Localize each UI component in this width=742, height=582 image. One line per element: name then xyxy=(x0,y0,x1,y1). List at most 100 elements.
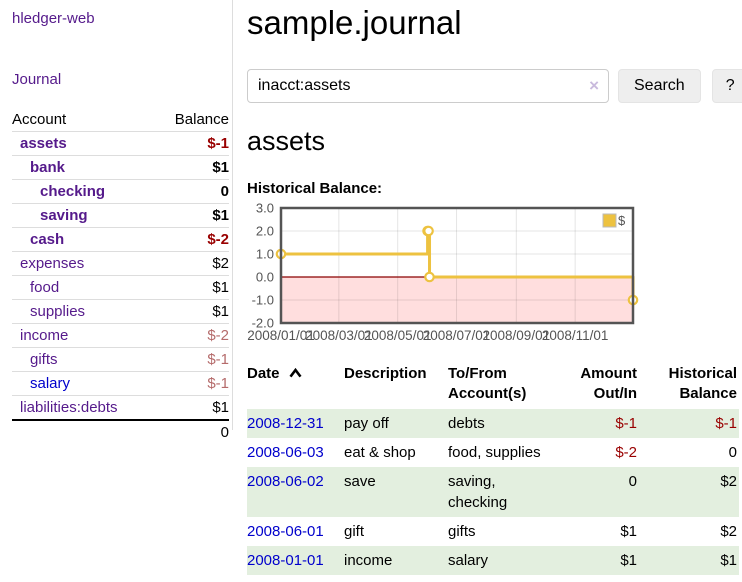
accounts-header-account: Account xyxy=(12,111,67,128)
account-link[interactable]: salary xyxy=(30,375,71,392)
register-header-accounts: To/From Account(s) xyxy=(448,365,527,403)
account-link[interactable]: saving xyxy=(40,207,88,224)
transaction-date-link[interactable]: 2008-01-01 xyxy=(247,551,324,569)
register-header-date-label: Date xyxy=(247,365,280,382)
register-row: 2008-06-01 gift gifts $1 $2 xyxy=(247,517,739,546)
svg-text:$: $ xyxy=(618,213,626,228)
account-row: bank $1 xyxy=(12,155,229,180)
account-balance: $-1 xyxy=(207,135,229,152)
transaction-accounts: food, supplies xyxy=(448,443,541,461)
account-row: checking 0 xyxy=(12,179,229,204)
account-balance: $1 xyxy=(212,159,229,176)
account-link[interactable]: supplies xyxy=(30,303,86,320)
sort-ascending-icon xyxy=(289,367,302,378)
transaction-balance: 0 xyxy=(728,443,737,461)
transaction-balance: $2 xyxy=(720,472,737,490)
account-row: food $1 xyxy=(12,275,229,300)
account-link[interactable]: liabilities:debts xyxy=(20,399,118,416)
accounts-total-row: 0 xyxy=(12,419,229,444)
account-balance: $2 xyxy=(212,255,229,272)
app-title-link[interactable]: hledger-web xyxy=(12,10,95,27)
svg-text:2008/01/01: 2008/01/01 xyxy=(247,328,315,343)
transaction-description: save xyxy=(344,472,376,490)
accounts-header-row: Account Balance xyxy=(12,108,229,132)
account-row: saving $1 xyxy=(12,203,229,228)
account-row: gifts $-1 xyxy=(12,347,229,372)
accounts-header-balance: Balance xyxy=(174,111,229,128)
account-balance: $-2 xyxy=(207,231,229,248)
transaction-amount: $-1 xyxy=(615,414,637,432)
page-title: sample.journal xyxy=(247,4,462,41)
account-link[interactable]: assets xyxy=(20,135,67,152)
search-input[interactable] xyxy=(247,69,609,103)
account-link[interactable]: gifts xyxy=(30,351,58,368)
register-table: Date Description To/From Account(s) Amou… xyxy=(247,362,739,575)
account-balance: $-1 xyxy=(207,375,229,392)
account-row: cash $-2 xyxy=(12,227,229,252)
transaction-date-link[interactable]: 2008-06-02 xyxy=(247,472,324,490)
clear-search-icon[interactable]: × xyxy=(589,75,599,95)
transaction-amount: $1 xyxy=(620,522,637,540)
svg-text:-1.0: -1.0 xyxy=(252,293,274,308)
sidebar-item-journal[interactable]: Journal xyxy=(12,71,62,88)
search-button[interactable]: Search xyxy=(618,69,701,103)
account-link[interactable]: bank xyxy=(30,159,66,176)
search-box: × xyxy=(247,69,609,103)
accounts-table: Account Balance assets $-1 bank $1 check… xyxy=(12,108,229,444)
svg-text:2008/03/01: 2008/03/01 xyxy=(305,328,373,343)
transaction-date-link[interactable]: 2008-06-01 xyxy=(247,522,324,540)
register-header-date[interactable]: Date xyxy=(247,362,344,409)
account-balance: 0 xyxy=(220,183,229,200)
transaction-balance: $1 xyxy=(720,551,737,569)
account-row: income $-2 xyxy=(12,323,229,348)
account-row: salary $-1 xyxy=(12,371,229,396)
svg-text:3.0: 3.0 xyxy=(256,203,274,216)
transaction-date-link[interactable]: 2008-06-03 xyxy=(247,443,324,461)
register-row: 2008-01-01 income salary $1 $1 xyxy=(247,545,739,575)
svg-text:2008/09/01: 2008/09/01 xyxy=(483,328,551,343)
transaction-accounts: salary xyxy=(448,551,489,569)
sidebar: hledger-web Journal Account Balance asse… xyxy=(0,0,233,444)
transaction-date-link[interactable]: 2008-12-31 xyxy=(247,414,324,432)
account-row: assets $-1 xyxy=(12,131,229,156)
transaction-amount: $1 xyxy=(620,551,637,569)
svg-text:2008/11/01: 2008/11/01 xyxy=(542,328,609,343)
register-row: 2008-06-03 eat & shop food, supplies $-2… xyxy=(247,438,739,467)
account-balance: $1 xyxy=(212,207,229,224)
account-balance: $-2 xyxy=(207,327,229,344)
accounts-total-spacer xyxy=(12,419,121,444)
account-balance: $1 xyxy=(212,279,229,296)
chart-title: Historical Balance: xyxy=(247,180,383,197)
transaction-description: gift xyxy=(344,522,365,540)
register-header-amount: Amount Out/In xyxy=(580,365,637,403)
help-button[interactable]: ? xyxy=(711,69,742,103)
register-header-row: Date Description To/From Account(s) Amou… xyxy=(247,362,739,409)
transaction-amount: 0 xyxy=(628,472,637,490)
transaction-balance: $2 xyxy=(720,522,737,540)
svg-text:2.0: 2.0 xyxy=(256,224,274,239)
transaction-description: pay off xyxy=(344,414,389,432)
accounts-total-value: 0 xyxy=(120,419,229,444)
account-row: expenses $2 xyxy=(12,251,229,276)
account-link[interactable]: checking xyxy=(40,183,106,200)
svg-text:1.0: 1.0 xyxy=(256,247,274,262)
transaction-balance: $-1 xyxy=(715,414,737,432)
svg-text:2008/07/01: 2008/07/01 xyxy=(423,328,491,343)
account-link[interactable]: cash xyxy=(30,231,65,248)
main-content: sample.journal × Search ? assets Histori… xyxy=(233,0,742,575)
account-link[interactable]: expenses xyxy=(20,255,85,272)
register-header-balance: Historical Balance xyxy=(668,365,737,403)
svg-text:0.0: 0.0 xyxy=(256,270,274,285)
historical-balance-chart[interactable]: $3.0 2.0 1.0 0.0 -1.0 -2.0 2008/01/01 2008/03/0… xyxy=(247,201,728,349)
transaction-amount: $-2 xyxy=(615,443,637,461)
transaction-description: eat & shop xyxy=(344,443,416,461)
account-link[interactable]: income xyxy=(20,327,69,344)
transaction-accounts: gifts xyxy=(448,522,476,540)
svg-text:-2.0: -2.0 xyxy=(252,316,274,331)
sidebar-nav: Journal xyxy=(12,71,228,88)
account-balance: $1 xyxy=(212,399,229,416)
search-form: × Search ? xyxy=(247,69,742,103)
account-row: liabilities:debts $1 xyxy=(12,395,229,421)
account-link[interactable]: food xyxy=(30,279,60,296)
